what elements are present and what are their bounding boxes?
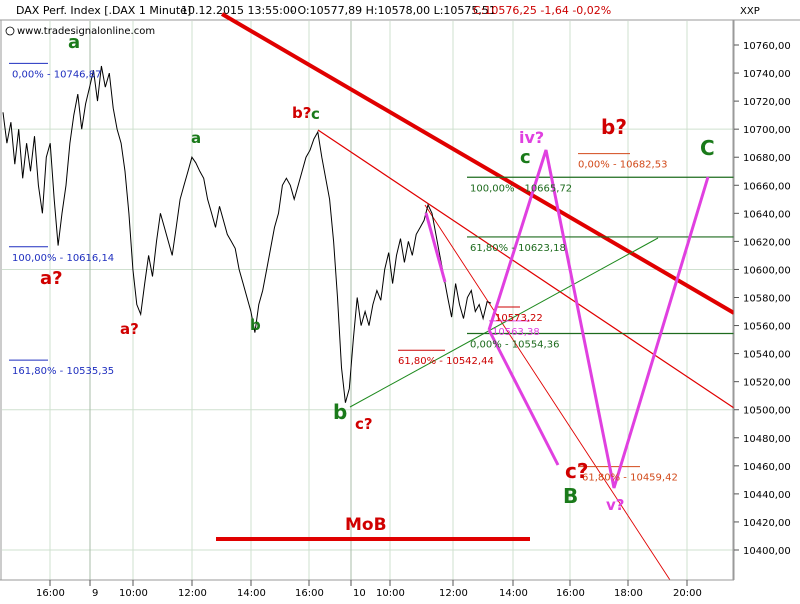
- wave-label-c-red: c?: [355, 415, 373, 433]
- fib-level-label: 0,00% - 10682,53: [578, 160, 667, 171]
- trend-line-steep: [424, 204, 671, 581]
- x-axis-panel: [0, 581, 800, 600]
- axis-name: XXP: [740, 6, 760, 17]
- y-tick-label: 10480,00: [743, 434, 791, 445]
- x-tick-label: 14:00: [237, 588, 266, 599]
- y-tick-label: 10660,00: [743, 181, 791, 192]
- y-tick-label: 10560,00: [743, 322, 791, 333]
- y-tick-label: 10440,00: [743, 490, 791, 501]
- wave-label-C-green: C: [700, 136, 715, 160]
- projection-path-alt: [487, 329, 560, 466]
- y-tick-label: 10500,00: [743, 406, 791, 417]
- y-tick-label: 10740,00: [743, 69, 791, 80]
- x-tick-label: 9: [92, 588, 98, 599]
- header-bar: [0, 0, 800, 20]
- wave-label-b-red: b?: [292, 104, 311, 122]
- wave-label-b-red-large: b?: [601, 115, 627, 139]
- header-change: C:10576,25 -1,64 -0,02%: [473, 4, 611, 17]
- fib-level-label: 61,80% - 10542,44: [398, 356, 494, 367]
- fib-level-label: 100,00% - 10665,72: [470, 183, 572, 194]
- fib-level-label: 10573,22: [495, 313, 543, 324]
- fib-level-label: 161,80% - 10535,35: [12, 366, 114, 377]
- x-tick-label: 10:00: [376, 588, 405, 599]
- x-tick-label: 16:00: [556, 588, 585, 599]
- price-series-line: [2, 65, 492, 403]
- wave-label-a-green: a: [191, 129, 201, 147]
- y-tick-label: 10580,00: [743, 294, 791, 305]
- x-tick-label: 12:00: [439, 588, 468, 599]
- wave-label-mob: MoB: [345, 515, 387, 535]
- projection-path-main: [487, 149, 710, 489]
- x-tick-label: 20:00: [673, 588, 702, 599]
- y-tick-label: 10640,00: [743, 209, 791, 220]
- x-tick-label: 10: [353, 588, 366, 599]
- fib-level-label: 0,00% - 10746,87: [12, 69, 101, 80]
- chart-title: DAX Perf. Index [.DAX 1 Minute]: [16, 4, 191, 17]
- x-tick-label: 16:00: [36, 588, 65, 599]
- y-tick-label: 10760,00: [743, 41, 791, 52]
- header-datetime: 10.12.2015 13:55:00: [181, 4, 297, 17]
- fib-level-label: 0,00% - 10554,36: [470, 339, 559, 350]
- x-axis-ticks[interactable]: 16:00 9 10:00 12:00 14:00 16:00 10 10:00 12:00 14…: [36, 580, 702, 599]
- y-tick-label: 10460,00: [743, 462, 791, 473]
- fib-level-label: 61,80% - 10459,42: [582, 473, 678, 484]
- channel-line-upper: [220, 12, 736, 315]
- x-tick-label: 14:00: [499, 588, 528, 599]
- wave-label-a-green-large: a: [68, 32, 80, 53]
- x-tick-label: 10:00: [119, 588, 148, 599]
- y-tick-label: 10700,00: [743, 125, 791, 136]
- y-tick-label: 10520,00: [743, 378, 791, 389]
- website-link[interactable]: www.tradesignalonline.com: [17, 26, 155, 37]
- fib-level-label: 10563,38: [492, 327, 540, 338]
- y-axis-panel: [734, 21, 800, 580]
- wave-label-v: v?: [606, 496, 624, 514]
- support-line-green: [349, 237, 659, 408]
- fib-labels: 0,00% - 10746,87 100,00% - 10616,14 161,80…: [12, 69, 678, 483]
- wave-label-iv: iv?: [519, 128, 544, 147]
- y-tick-label: 10620,00: [743, 237, 791, 248]
- projection-path-short: [424, 212, 447, 283]
- y-tick-label: 10400,00: [743, 546, 791, 557]
- y-tick-label: 10420,00: [743, 518, 791, 529]
- wave-label-b-green-large: b: [333, 400, 347, 424]
- y-tick-label: 10720,00: [743, 97, 791, 108]
- y-axis-ticks[interactable]: 10400,00 10420,00 10440,00 10460,00 10480,00…: [734, 41, 791, 557]
- x-tick-label: 16:00: [295, 588, 324, 599]
- wave-label-b-green: b: [250, 316, 261, 334]
- y-tick-label: 10600,00: [743, 265, 791, 276]
- wave-label-a-red: a?: [120, 320, 139, 338]
- fib-level-label: 100,00% - 10616,14: [12, 253, 114, 264]
- wave-label-c-green: c: [311, 105, 320, 123]
- copyright-icon: [5, 26, 15, 36]
- wave-label-c-green-large: c: [520, 147, 531, 168]
- y-tick-label: 10540,00: [743, 350, 791, 361]
- wave-label-a-red-large: a?: [40, 268, 63, 289]
- x-tick-label: 18:00: [614, 588, 643, 599]
- fib-level-label: 61,80% - 10623,18: [470, 243, 566, 254]
- wave-label-B-green: B: [563, 484, 578, 508]
- y-tick-label: 10680,00: [743, 153, 791, 164]
- x-tick-label: 12:00: [178, 588, 207, 599]
- header-ohlc: - O:10577,89 H:10578,00 L:10575,51: [290, 4, 496, 17]
- wave-label-c-red-large: c?: [565, 459, 588, 483]
- channel-line-thin: [317, 129, 735, 409]
